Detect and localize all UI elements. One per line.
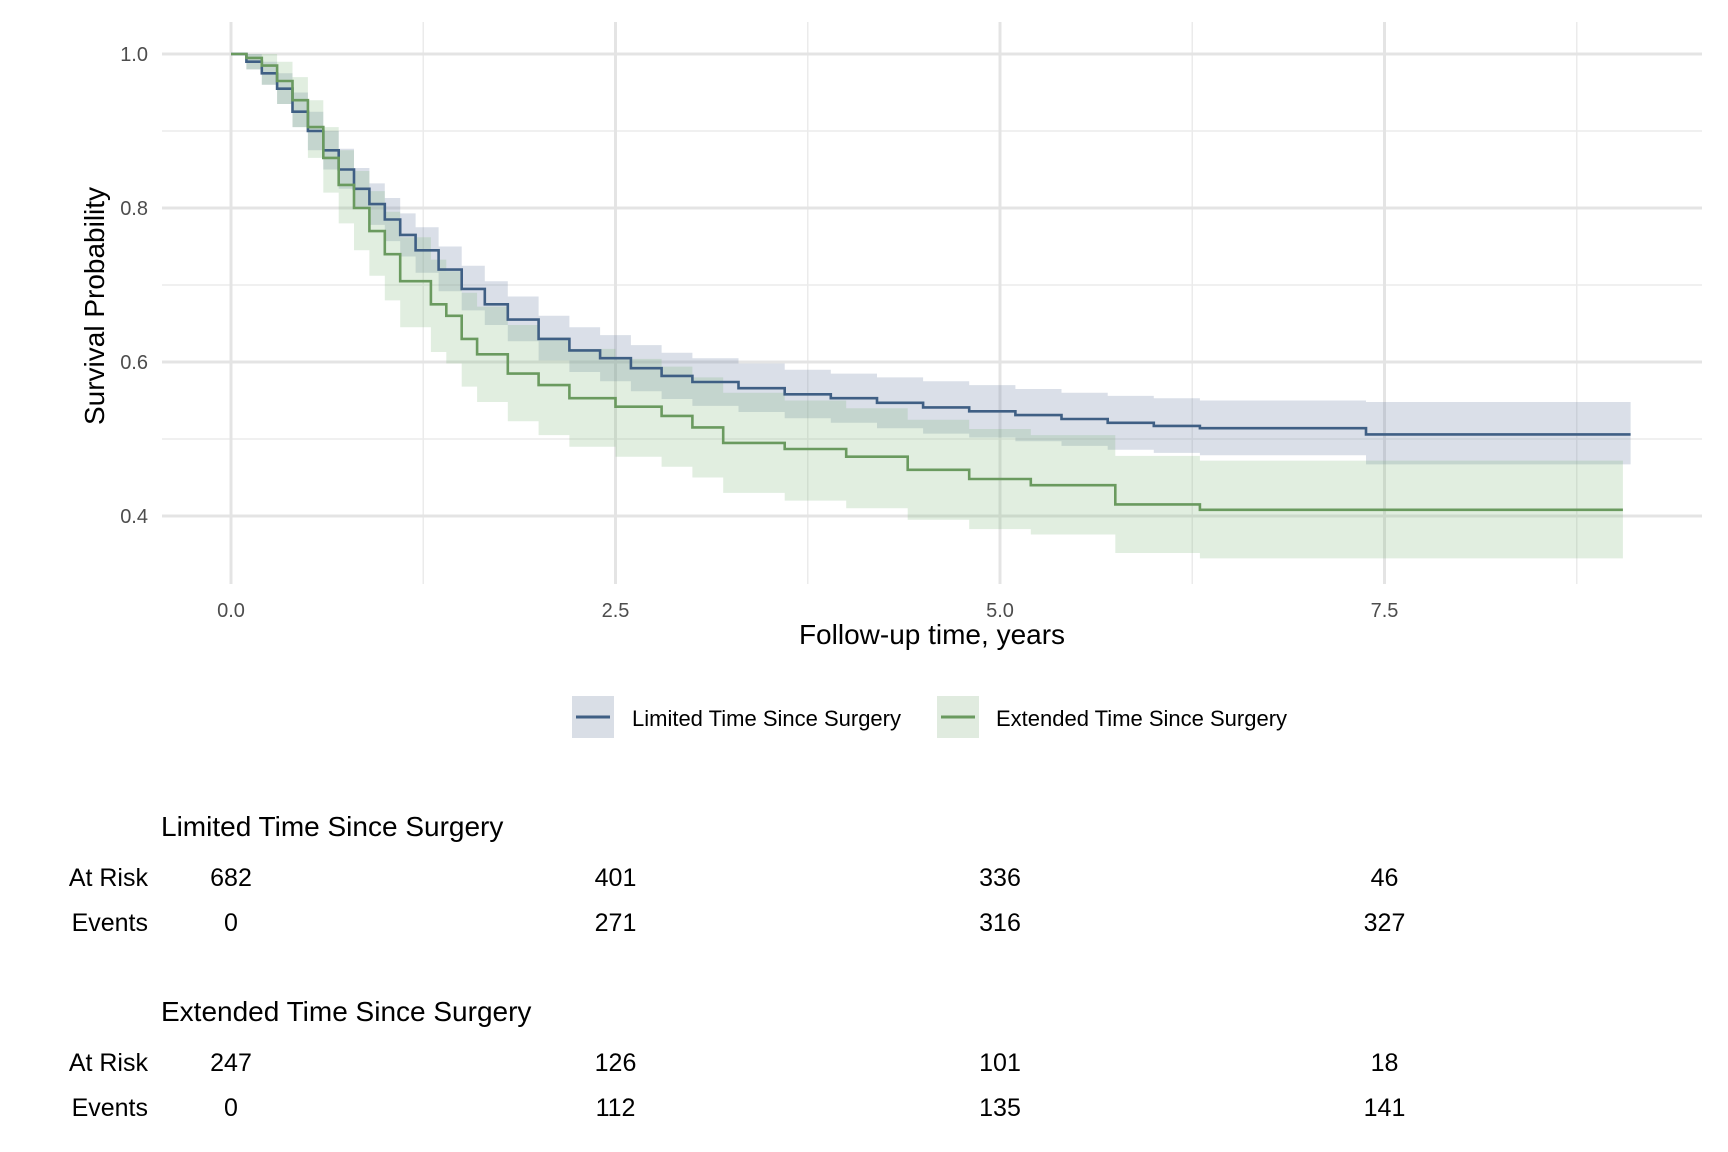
risk-row-label-events: Events — [72, 909, 148, 937]
y-axis-title: Survival Probability — [79, 187, 110, 425]
events-value: 0 — [224, 1094, 238, 1122]
x-tick-label: 5.0 — [986, 600, 1014, 622]
at-risk-value: 682 — [210, 864, 252, 892]
survival-curve-limited — [231, 52, 1631, 436]
at-risk-value: 101 — [979, 1049, 1021, 1077]
at-risk-value: 46 — [1371, 864, 1399, 892]
grid — [162, 22, 1702, 584]
events-value: 271 — [595, 909, 637, 937]
events-value: 141 — [1364, 1094, 1406, 1122]
risk-group-title-limited: Limited Time Since Surgery — [161, 811, 503, 842]
x-tick-label: 0.0 — [217, 600, 245, 622]
at-risk-value: 18 — [1371, 1049, 1399, 1077]
events-value: 327 — [1364, 909, 1406, 937]
y-tick-label: 0.4 — [120, 506, 148, 528]
legend-label-extended: Extended Time Since Surgery — [996, 706, 1287, 731]
at-risk-value: 126 — [595, 1049, 637, 1077]
risk-row-label-at-risk: At Risk — [69, 1049, 149, 1077]
events-value: 0 — [224, 909, 238, 937]
events-value: 112 — [596, 1094, 636, 1122]
ci-band-limited — [231, 54, 1631, 465]
x-axis-ticks: 0.0 2.5 5.0 7.5 — [217, 600, 1398, 622]
confidence-bands — [231, 54, 1631, 559]
risk-values-limited: 682 0 401 271 336 316 46 327 — [210, 864, 1405, 937]
legend: Limited Time Since Surgery Extended Time… — [572, 696, 1287, 738]
at-risk-value: 336 — [979, 864, 1021, 892]
at-risk-value: 401 — [595, 864, 637, 892]
risk-table: Limited Time Since Surgery At Risk Event… — [69, 811, 1406, 1122]
events-value: 316 — [979, 909, 1021, 937]
survival-curves — [231, 52, 1631, 512]
y-tick-label: 0.6 — [120, 352, 148, 374]
y-axis-ticks: 0.4 0.6 0.8 1.0 — [120, 44, 148, 528]
risk-row-label-events: Events — [72, 1094, 148, 1122]
risk-group-title-extended: Extended Time Since Surgery — [161, 996, 531, 1027]
legend-label-limited: Limited Time Since Surgery — [632, 706, 901, 731]
x-axis-title: Follow-up time, years — [799, 619, 1065, 650]
risk-values-extended: 247 0 126 112 101 135 18 141 — [210, 1049, 1405, 1122]
risk-row-label-at-risk: At Risk — [69, 864, 149, 892]
survival-curve-extended — [231, 52, 1623, 512]
at-risk-value: 247 — [210, 1049, 252, 1077]
x-tick-label: 2.5 — [602, 600, 630, 622]
events-value: 135 — [979, 1094, 1021, 1122]
y-tick-label: 0.8 — [120, 198, 148, 220]
x-tick-label: 7.5 — [1371, 600, 1399, 622]
ci-band-extended — [231, 54, 1623, 559]
y-tick-label: 1.0 — [120, 44, 148, 66]
